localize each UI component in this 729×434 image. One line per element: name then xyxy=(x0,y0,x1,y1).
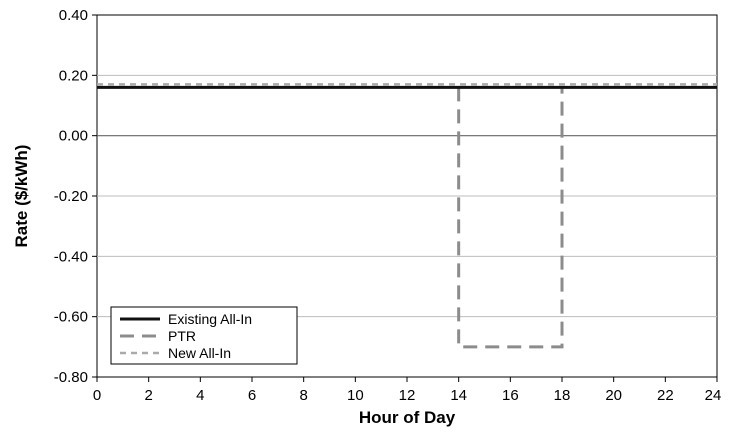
legend-label-new-all-in: New All-In xyxy=(168,345,231,361)
x-tick-label: 2 xyxy=(144,387,152,404)
series-line-ptr xyxy=(457,87,564,349)
x-tick-label: 16 xyxy=(502,387,519,404)
x-tick-label: 4 xyxy=(196,387,204,404)
x-tick-label: 6 xyxy=(248,387,256,404)
legend-label-existing-all-in: Existing All-In xyxy=(168,311,252,327)
y-tick-label: -0.40 xyxy=(54,248,88,265)
y-tick-label: 0.20 xyxy=(59,67,88,84)
x-tick-label: 20 xyxy=(605,387,622,404)
x-tick-label: 10 xyxy=(347,387,364,404)
y-axis-ticks: 0.40 0.20 0.00 -0.20 -0.40 -0.60 -0.80 xyxy=(54,7,97,386)
series-lines xyxy=(97,83,717,349)
x-tick-label: 24 xyxy=(705,387,722,404)
y-tick-label: 0.40 xyxy=(59,7,88,24)
x-tick-label: 8 xyxy=(299,387,307,404)
y-tick-label: -0.80 xyxy=(54,369,88,386)
x-tick-label: 12 xyxy=(399,387,416,404)
y-axis-title: Rate ($/kWh) xyxy=(12,145,31,248)
x-tick-label: 14 xyxy=(450,387,467,404)
x-tick-label: 0 xyxy=(93,387,101,404)
x-tick-label: 18 xyxy=(554,387,571,404)
x-axis-ticks: 0 2 4 6 8 10 12 14 16 18 20 22 24 xyxy=(93,377,722,404)
y-tick-label: 0.00 xyxy=(59,128,88,145)
x-axis-title: Hour of Day xyxy=(359,408,456,427)
legend: Existing All-In PTR New All-In xyxy=(110,306,298,365)
legend-label-ptr: PTR xyxy=(168,328,196,344)
y-tick-label: -0.20 xyxy=(54,188,88,205)
x-tick-label: 22 xyxy=(657,387,674,404)
y-tick-label: -0.60 xyxy=(54,309,88,326)
